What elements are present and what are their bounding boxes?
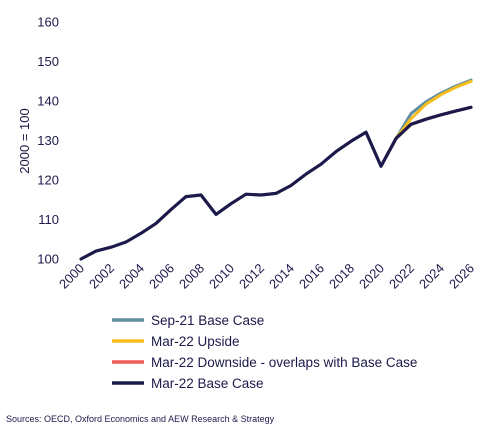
series-line — [79, 105, 473, 261]
x-tick-label: 2002 — [86, 261, 117, 292]
series-line — [379, 79, 473, 168]
y-tick-label: 120 — [37, 173, 59, 188]
y-tick-label: 140 — [37, 94, 59, 109]
source-note: Sources: OECD, Oxford Economics and AEW … — [6, 414, 275, 424]
x-tick-label: 2016 — [296, 261, 327, 292]
x-tick-label: 2024 — [416, 261, 447, 292]
x-tick-label: 2004 — [116, 261, 147, 292]
x-tick-label: 2014 — [266, 261, 297, 292]
x-tick-label: 2026 — [446, 261, 477, 292]
series-line — [379, 78, 473, 168]
y-tick-label: 160 — [37, 15, 59, 30]
y-axis: 100 110 120 130 140 150 160 — [37, 15, 59, 267]
x-tick-label: 2010 — [206, 261, 237, 292]
y-tick-label: 100 — [37, 252, 59, 267]
legend-label: Mar-22 Upside — [151, 334, 240, 349]
legend-label: Mar-22 Base Case — [151, 376, 264, 391]
x-tick-label: 2000 — [56, 261, 87, 292]
legend: Sep-21 Base Case Mar-22 Upside Mar-22 Down… — [112, 313, 417, 391]
x-tick-label: 2008 — [176, 261, 207, 292]
legend-label: Sep-21 Base Case — [151, 313, 264, 328]
x-tick-label: 2006 — [146, 261, 177, 292]
y-tick-label: 130 — [37, 133, 59, 148]
y-tick-label: 110 — [38, 212, 59, 227]
y-axis-title: 2000 = 100 — [17, 108, 32, 173]
x-tick-label: 2012 — [236, 261, 267, 292]
series-layer — [79, 78, 473, 261]
x-axis: 2000200220042006200820102012201420162018… — [56, 261, 477, 292]
y-tick-label: 150 — [37, 54, 59, 69]
legend-label: Mar-22 Downside - overlaps with Base Cas… — [151, 355, 417, 370]
x-tick-label: 2022 — [386, 261, 417, 292]
x-tick-label: 2018 — [326, 261, 357, 292]
x-tick-label: 2020 — [356, 261, 387, 292]
series-line — [379, 105, 473, 168]
